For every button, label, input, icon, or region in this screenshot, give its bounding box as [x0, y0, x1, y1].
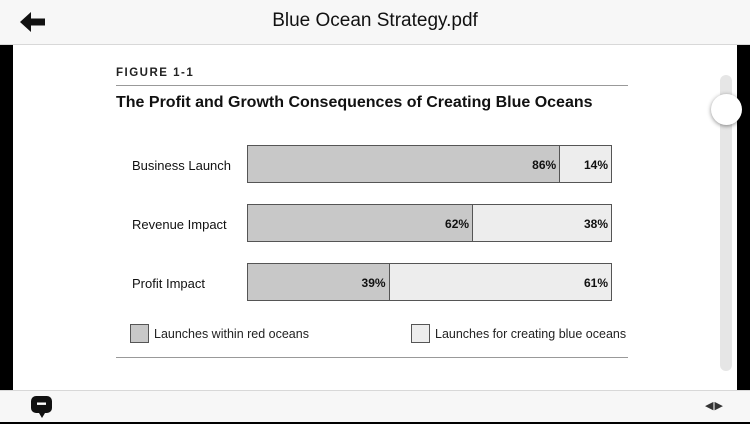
- chat-icon: [31, 396, 52, 418]
- bar-value-red: 39%: [361, 276, 386, 290]
- bar-revenue-impact: 62% 38%: [247, 204, 612, 242]
- bottom-divider: [116, 357, 628, 358]
- chat-button[interactable]: [29, 395, 55, 419]
- bottom-toolbar: ◀ ▶: [0, 390, 750, 422]
- legend-label-red: Launches within red oceans: [154, 327, 309, 341]
- document-title: Blue Ocean Strategy.pdf: [272, 10, 478, 31]
- bar-value-blue: 14%: [583, 158, 608, 172]
- bar-segment-blue: 14%: [560, 146, 611, 182]
- page-nav-arrows[interactable]: ◀ ▶: [705, 400, 723, 412]
- back-arrow-icon: [20, 12, 45, 32]
- bar-value-blue: 61%: [583, 276, 608, 290]
- figure-title: The Profit and Growth Consequences of Cr…: [116, 94, 593, 111]
- scrollbar-track[interactable]: [720, 75, 732, 371]
- bar-segment-red: 39%: [248, 264, 390, 300]
- bar-profit-impact: 39% 61%: [247, 263, 612, 301]
- row-label-business-launch: Business Launch: [132, 158, 232, 173]
- figure-label: FIGURE 1-1: [116, 67, 195, 79]
- top-divider: [116, 85, 628, 86]
- bar-value-red: 86%: [532, 158, 557, 172]
- bar-segment-blue: 61%: [389, 264, 611, 300]
- top-toolbar: Blue Ocean Strategy.pdf: [0, 0, 750, 45]
- row-label-revenue-impact: Revenue Impact: [132, 217, 227, 232]
- row-label-profit-impact: Profit Impact: [132, 276, 205, 291]
- pdf-page: FIGURE 1-1 The Profit and Growth Consequ…: [13, 45, 737, 390]
- legend-swatch-red: [130, 324, 149, 343]
- bar-value-red: 62%: [445, 217, 470, 231]
- bar-segment-red: 86%: [248, 146, 561, 182]
- bar-segment-blue: 38%: [473, 205, 611, 241]
- back-button[interactable]: [18, 10, 48, 34]
- bar-segment-red: 62%: [248, 205, 474, 241]
- bar-value-blue: 38%: [583, 217, 608, 231]
- scrollbar-thumb[interactable]: [711, 94, 742, 125]
- legend-label-blue: Launches for creating blue oceans: [435, 327, 627, 341]
- bar-business-launch: 86% 14%: [247, 145, 612, 183]
- legend-swatch-blue: [411, 324, 430, 343]
